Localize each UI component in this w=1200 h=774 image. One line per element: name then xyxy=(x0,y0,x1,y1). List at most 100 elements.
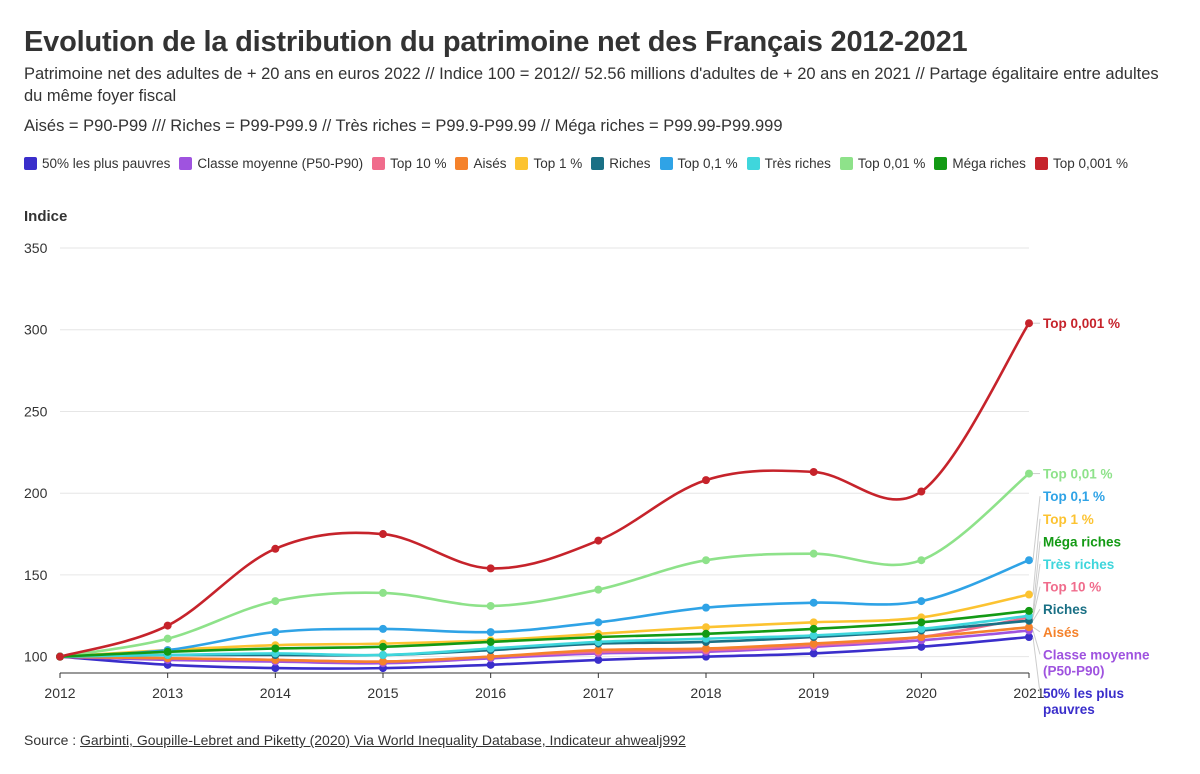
data-point-aises-2021[interactable] xyxy=(1025,623,1033,632)
y-tick-label: 200 xyxy=(24,485,48,501)
y-tick-label: 250 xyxy=(24,403,48,419)
series-line-top-1[interactable] xyxy=(58,593,1031,658)
legend-item-top-0-001[interactable]: Top 0,001 % xyxy=(1034,156,1128,171)
data-point-top-1-2019[interactable] xyxy=(809,618,818,627)
legend-label: Top 1 % xyxy=(533,156,583,171)
data-point-top-0-001-2020[interactable] xyxy=(917,487,926,496)
data-point-top-0-001-2018[interactable] xyxy=(702,476,710,485)
data-point-mega-riches-2014[interactable] xyxy=(271,644,280,653)
legend-item-top-10[interactable]: Top 10 % xyxy=(372,156,446,171)
legend-swatch xyxy=(839,157,853,170)
data-point-top-0-1-2018[interactable] xyxy=(702,603,710,612)
data-point-top-0-1-2021[interactable] xyxy=(1025,556,1033,565)
data-point-top-0-001-2016[interactable] xyxy=(486,564,495,573)
chart-title: Evolution de la distribution du patrimoi… xyxy=(24,26,968,58)
legend-label: 50% les plus pauvres xyxy=(42,156,171,171)
data-point-top-0-01-2018[interactable] xyxy=(702,556,710,565)
series-line-aises[interactable] xyxy=(58,625,1031,663)
data-point-top-0-01-2015[interactable] xyxy=(379,588,387,597)
data-point-top-0-001-2012[interactable] xyxy=(56,652,64,661)
data-point-top-0-01-2019[interactable] xyxy=(809,549,818,558)
data-point-50-les-plus-pauvres-2020[interactable] xyxy=(917,642,926,651)
legend-item-tres-riches[interactable]: Très riches xyxy=(746,156,831,171)
legend-item-riches[interactable]: Riches xyxy=(591,156,651,171)
data-point-top-0-001-2014[interactable] xyxy=(271,544,280,553)
data-point-mega-riches-2018[interactable] xyxy=(702,629,710,638)
data-point-mega-riches-2020[interactable] xyxy=(917,618,926,627)
data-point-top-0-1-2019[interactable] xyxy=(809,598,818,607)
series-line-top-0-01[interactable] xyxy=(58,472,1031,658)
data-point-top-0-1-2016[interactable] xyxy=(486,628,495,637)
chart-subtitle-definitions: Aisés = P90-P99 /// Riches = P99-P99.9 /… xyxy=(24,117,783,135)
legend-label: Top 0,001 % xyxy=(1052,156,1128,171)
data-point-50-les-plus-pauvres-2014[interactable] xyxy=(271,664,280,673)
data-point-50-les-plus-pauvres-2016[interactable] xyxy=(486,660,495,669)
data-point-top-0-01-2020[interactable] xyxy=(917,556,926,565)
data-point-aises-2016[interactable] xyxy=(486,652,495,661)
data-point-50-les-plus-pauvres-2017[interactable] xyxy=(594,655,603,664)
data-point-top-0-1-2015[interactable] xyxy=(379,624,387,633)
data-point-top-0-01-2013[interactable] xyxy=(163,634,172,643)
data-point-50-les-plus-pauvres-2019[interactable] xyxy=(809,649,818,658)
data-point-top-0-001-2017[interactable] xyxy=(594,536,603,545)
data-point-top-1-2021[interactable] xyxy=(1025,590,1033,599)
x-tick-label: 2013 xyxy=(152,685,183,701)
data-point-tres-riches-2016[interactable] xyxy=(486,644,495,653)
data-point-mega-riches-2013[interactable] xyxy=(163,647,172,656)
data-point-aises-2019[interactable] xyxy=(809,639,818,648)
data-point-aises-2017[interactable] xyxy=(594,646,603,655)
data-point-top-0-01-2016[interactable] xyxy=(486,601,495,610)
series-line-tres-riches[interactable] xyxy=(58,614,1031,658)
series-line-classe-moyenne-p50-p90[interactable] xyxy=(58,629,1031,665)
end-label-50-les-plus-pauvres: 50% les plus pauvres xyxy=(1043,686,1124,717)
data-point-tres-riches-2020[interactable] xyxy=(917,624,926,633)
source-link[interactable]: Garbinti, Goupille-Lebret and Piketty (2… xyxy=(80,732,686,748)
data-point-top-0-1-2017[interactable] xyxy=(594,618,603,627)
data-point-top-0-001-2015[interactable] xyxy=(379,530,387,539)
series-line-top-0-1[interactable] xyxy=(58,558,1031,658)
data-point-top-0-01-2017[interactable] xyxy=(594,585,603,594)
end-label-leader xyxy=(1032,563,1041,616)
data-point-mega-riches-2019[interactable] xyxy=(809,624,818,633)
legend-item-classe-moyenne-p50-p90[interactable]: Classe moyenne (P50-P90) xyxy=(179,156,363,171)
legend-item-top-0-01[interactable]: Top 0,01 % xyxy=(839,156,925,171)
data-point-tres-riches-2015[interactable] xyxy=(379,651,387,660)
data-point-top-0-01-2021[interactable] xyxy=(1025,469,1033,478)
data-point-mega-riches-2017[interactable] xyxy=(594,633,603,642)
data-point-aises-2020[interactable] xyxy=(917,633,926,642)
data-point-top-0-001-2013[interactable] xyxy=(163,621,172,630)
data-point-top-0-01-2014[interactable] xyxy=(271,597,280,606)
legend-label: Top 10 % xyxy=(390,156,447,171)
data-point-tres-riches-2019[interactable] xyxy=(809,631,818,640)
end-label-leader xyxy=(1032,586,1041,618)
data-point-top-0-1-2020[interactable] xyxy=(917,597,926,606)
data-point-aises-2015[interactable] xyxy=(379,657,387,666)
legend-item-50-les-plus-pauvres[interactable]: 50% les plus pauvres xyxy=(24,156,170,171)
x-tick-label: 2016 xyxy=(475,685,506,701)
data-point-mega-riches-2016[interactable] xyxy=(486,637,495,646)
legend-item-mega-riches[interactable]: Méga riches xyxy=(934,156,1026,171)
series-line-top-0-001[interactable] xyxy=(58,321,1031,658)
data-point-mega-riches-2021[interactable] xyxy=(1025,606,1033,615)
data-point-top-0-1-2014[interactable] xyxy=(271,628,280,637)
end-label-leader xyxy=(1032,496,1041,561)
legend-item-top-0-1[interactable]: Top 0,1 % xyxy=(659,156,738,171)
legend-label: Riches xyxy=(609,156,651,171)
x-tick-label: 2018 xyxy=(690,685,721,701)
data-point-aises-2018[interactable] xyxy=(702,644,710,653)
end-label-top-0-001: Top 0,001 % xyxy=(1043,316,1120,331)
series-lines xyxy=(58,321,1031,670)
series-line-50-les-plus-pauvres[interactable] xyxy=(58,635,1031,670)
data-point-top-0-001-2019[interactable] xyxy=(809,467,818,476)
data-point-top-0-001-2021[interactable] xyxy=(1025,319,1033,328)
legend-swatch xyxy=(934,157,948,170)
data-point-50-les-plus-pauvres-2021[interactable] xyxy=(1025,633,1033,642)
data-point-mega-riches-2015[interactable] xyxy=(379,642,387,651)
end-label-leader xyxy=(1032,518,1041,595)
series-line-mega-riches[interactable] xyxy=(58,609,1031,658)
legend-item-aises[interactable]: Aisés xyxy=(455,156,506,171)
legend-item-top-1[interactable]: Top 1 % xyxy=(515,156,582,171)
end-label-riches: Riches xyxy=(1043,602,1087,617)
data-point-top-1-2018[interactable] xyxy=(702,623,710,632)
